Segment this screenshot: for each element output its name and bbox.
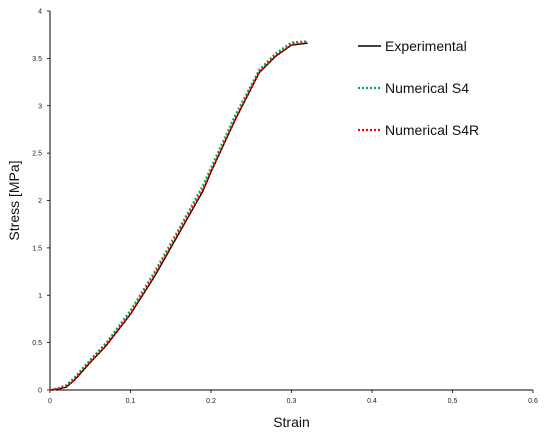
y-tick-label: 2 bbox=[38, 198, 42, 205]
legend-label: Numerical S4R bbox=[385, 122, 479, 138]
y-tick-label: 0.5 bbox=[32, 340, 42, 347]
series-line-numerical-s4 bbox=[49, 40, 308, 391]
x-tick-label: 0 bbox=[48, 398, 52, 405]
y-tick-label: 3 bbox=[38, 103, 42, 110]
x-axis-title: Strain bbox=[273, 414, 310, 430]
legend-label: Experimental bbox=[385, 38, 467, 54]
y-axis-title: Stress [MPa] bbox=[6, 160, 22, 240]
x-tick-label: 0.6 bbox=[528, 398, 538, 405]
y-tick-label: 2.5 bbox=[32, 151, 42, 158]
y-tick-label: 0 bbox=[38, 388, 42, 395]
y-tick-label: 1 bbox=[38, 293, 42, 300]
x-tick-label: 0.2 bbox=[206, 398, 216, 405]
x-tick-label: 0.1 bbox=[126, 398, 136, 405]
series-line-numerical-s4r bbox=[49, 41, 308, 391]
x-tick-label: 0.4 bbox=[367, 398, 377, 405]
legend: Experimental Numerical S4 Numerical S4R bbox=[358, 38, 479, 138]
y-tick-label: 4 bbox=[38, 9, 42, 16]
x-tick-label: 0.3 bbox=[287, 398, 297, 405]
axes bbox=[49, 11, 533, 391]
series-layer bbox=[49, 40, 308, 391]
series-line-experimental bbox=[49, 42, 308, 391]
y-tick-label: 3.5 bbox=[32, 56, 42, 63]
x-tick-label: 0.5 bbox=[448, 398, 458, 405]
tick-labels: 0 0.1 0.2 0.3 0.4 0.5 0.6 0 0.5 1 1.5 2 2.5 3 3.5 4 bbox=[32, 9, 538, 406]
y-tick-label: 1.5 bbox=[32, 245, 42, 252]
legend-label: Numerical S4 bbox=[385, 80, 469, 96]
